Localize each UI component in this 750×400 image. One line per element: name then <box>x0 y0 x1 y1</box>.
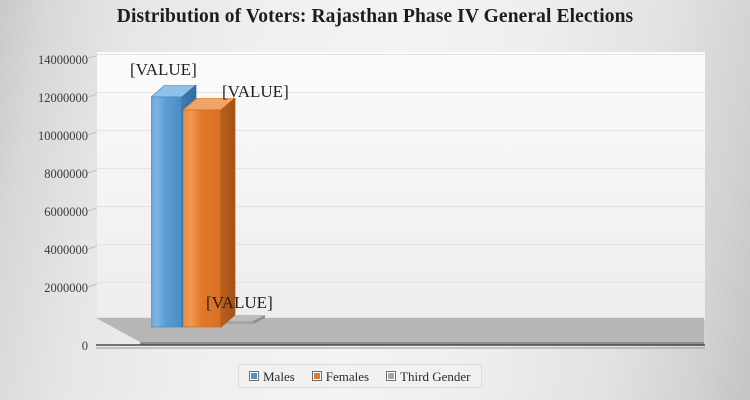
y-tick-label: 2000000 <box>44 281 88 295</box>
chart-legend: Males Females Third Gender <box>238 364 482 388</box>
legend-label-females: Females <box>325 368 370 384</box>
y-axis: 14000000 12000000 10000000 8000000 60000… <box>0 0 88 400</box>
legend-label-third-gender: Third Gender <box>400 368 471 384</box>
legend-item-females[interactable]: Females <box>311 368 370 384</box>
legend-item-third-gender[interactable]: Third Gender <box>386 368 471 384</box>
chart-title: Distribution of Voters: Rajasthan Phase … <box>116 6 634 27</box>
plot-area <box>96 52 705 349</box>
data-label-females: [VALUE] <box>222 82 289 101</box>
gridline <box>97 92 705 93</box>
gridline <box>97 54 705 55</box>
y-tick-label: 6000000 <box>44 205 88 219</box>
bar-females[interactable] <box>183 98 245 330</box>
legend-item-males[interactable]: Males <box>249 370 295 383</box>
gridline <box>97 244 705 245</box>
gridline <box>97 130 705 131</box>
data-label-males: [VALUE] <box>130 60 197 79</box>
legend-swatch-males-icon <box>249 371 259 381</box>
axis-tick-connectors <box>87 53 104 288</box>
y-tick-label: 10000000 <box>38 129 88 143</box>
gridline <box>97 168 705 169</box>
y-tick-label: 4000000 <box>44 243 88 257</box>
legend-label-males: Males <box>263 368 295 384</box>
gridline <box>97 317 705 318</box>
gridline <box>97 282 705 283</box>
data-label-third-gender: [VALUE] <box>206 293 273 312</box>
gridline <box>97 206 705 207</box>
legend-swatch-females-icon <box>311 371 322 381</box>
y-tick-label: 12000000 <box>38 91 88 105</box>
legend-swatch-third-gender-icon <box>386 371 397 381</box>
y-tick-label: 14000000 <box>38 53 88 67</box>
y-tick-label: 8000000 <box>44 167 88 181</box>
y-tick-label: 0 <box>81 339 88 353</box>
